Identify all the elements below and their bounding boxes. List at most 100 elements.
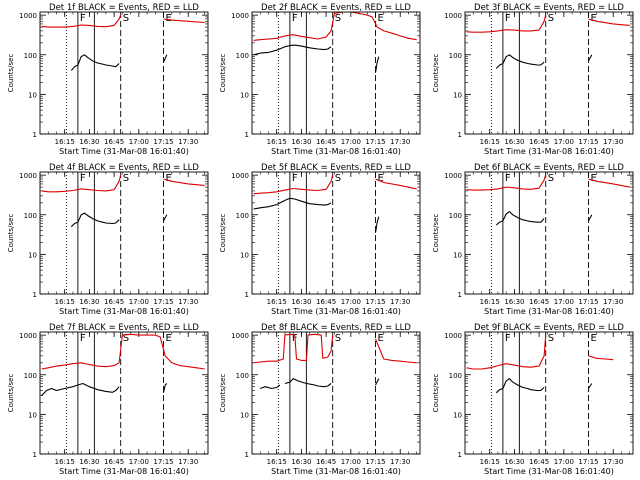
series-group [466,14,630,69]
chart-panel-1: Det 1f BLACK = Events, RED = LLD Start Ti… [7,3,209,156]
x-tick-label: 17:00 [341,138,361,146]
chart-title: Det 6f BLACK = Events, RED = LLD [474,163,624,173]
lld-series-line [163,178,205,186]
series-group [41,14,205,71]
events-series-line [41,382,120,396]
event-marker-label: S [123,333,129,344]
x-axis-label: Start Time (31-Mar-08 16:01:40) [59,307,189,316]
y-tick-label: 1 [33,131,37,139]
y-tick-label: 10 [240,251,249,259]
y-tick-label: 1000 [231,172,249,180]
events-series-line [260,384,281,390]
event-marker-label: E [378,333,384,344]
y-axis-label: Counts/sec [219,374,227,413]
x-tick-label: 16:15 [480,458,500,466]
y-tick-label: 1000 [231,12,249,20]
x-tick-label: 17:15 [578,298,598,306]
y-tick-label: 1000 [19,332,37,340]
chart-panel-6: Det 6f BLACK = Events, RED = LLD Start Ti… [432,163,634,316]
lld-series-line [588,355,614,361]
plot-frame [39,171,209,295]
x-tick-label: 16:45 [316,138,336,146]
events-series-line [162,54,168,63]
x-tick-label: 16:15 [267,298,287,306]
event-marker-label: S [548,13,554,24]
chart-title: Det 5f BLACK = Events, RED = LLD [261,163,411,173]
lld-series-line [588,18,630,26]
y-tick-label: 1000 [444,172,462,180]
x-tick-label: 17:15 [153,138,173,146]
x-tick-label: 17:15 [365,138,385,146]
x-tick-label: 17:30 [603,298,623,306]
event-marker-label: F [505,13,511,24]
plot-frame [251,11,421,135]
series-group [466,335,614,394]
x-tick-label: 17:30 [178,298,198,306]
series-group [41,333,205,396]
events-series-line [162,383,168,393]
y-tick-label: 10 [453,251,462,259]
series-group [466,174,630,226]
x-tick-label: 17:00 [129,298,149,306]
x-tick-label: 17:30 [178,458,198,466]
event-marker-label: F [80,333,86,344]
x-tick-label: 17:30 [603,138,623,146]
chart-title: Det 9f BLACK = Events, RED = LLD [474,323,624,333]
chart-title: Det 7f BLACK = Events, RED = LLD [49,323,199,333]
lld-series-line [163,18,205,24]
y-tick-label: 100 [236,372,249,380]
x-tick-label: 17:00 [554,138,574,146]
x-tick-label: 16:15 [480,298,500,306]
events-series-line [163,214,168,222]
event-marker-label: F [505,173,511,184]
x-axis-label: Start Time (31-Mar-08 16:01:40) [271,467,401,476]
y-tick-label: 100 [24,212,37,220]
x-tick-label: 16:30 [504,138,524,146]
y-tick-label: 10 [453,91,462,99]
events-series-line [253,44,332,56]
y-tick-label: 10 [28,251,37,259]
event-marker-label: E [378,173,384,184]
y-tick-label: 10 [453,411,462,419]
events-series-line [70,212,120,228]
x-tick-label: 16:45 [104,138,124,146]
chart-title: Det 3f BLACK = Events, RED = LLD [474,3,624,13]
x-tick-label: 16:15 [55,138,75,146]
x-tick-label: 16:45 [529,298,549,306]
x-tick-label: 16:30 [504,298,524,306]
x-tick-label: 17:15 [365,298,385,306]
lld-series-line [41,174,122,193]
y-tick-label: 100 [24,372,37,380]
chart-panel-2: Det 2f BLACK = Events, RED = LLD Start Ti… [219,3,421,156]
x-tick-label: 16:15 [480,138,500,146]
y-tick-label: 10 [240,91,249,99]
event-marker-label: E [591,173,597,184]
chart-title: Det 1f BLACK = Events, RED = LLD [49,3,199,13]
x-tick-label: 17:00 [341,458,361,466]
series-group [253,174,417,233]
y-tick-label: 1000 [19,12,37,20]
x-tick-label: 17:30 [390,138,410,146]
series-group [41,174,205,228]
y-axis-label: Counts/sec [432,54,440,93]
y-axis-label: Counts/sec [7,214,15,253]
x-axis-label: Start Time (31-Mar-08 16:01:40) [271,307,401,316]
lld-series-line [41,333,205,370]
x-tick-label: 17:00 [129,138,149,146]
x-tick-label: 16:15 [55,458,75,466]
x-tick-label: 17:15 [365,458,385,466]
y-axis-label: Counts/sec [219,214,227,253]
x-tick-label: 16:30 [291,458,311,466]
event-marker-label: F [505,333,511,344]
chart-panel-9: Det 9f BLACK = Events, RED = LLD Start Ti… [432,323,634,476]
y-tick-label: 100 [449,212,462,220]
y-tick-label: 1 [245,451,249,459]
plot-frame [251,331,421,455]
y-tick-label: 100 [24,52,37,60]
lld-series-line [374,338,417,364]
x-tick-label: 16:30 [291,138,311,146]
x-tick-label: 17:30 [603,458,623,466]
plot-frame [464,331,634,455]
events-series-line [375,378,380,386]
